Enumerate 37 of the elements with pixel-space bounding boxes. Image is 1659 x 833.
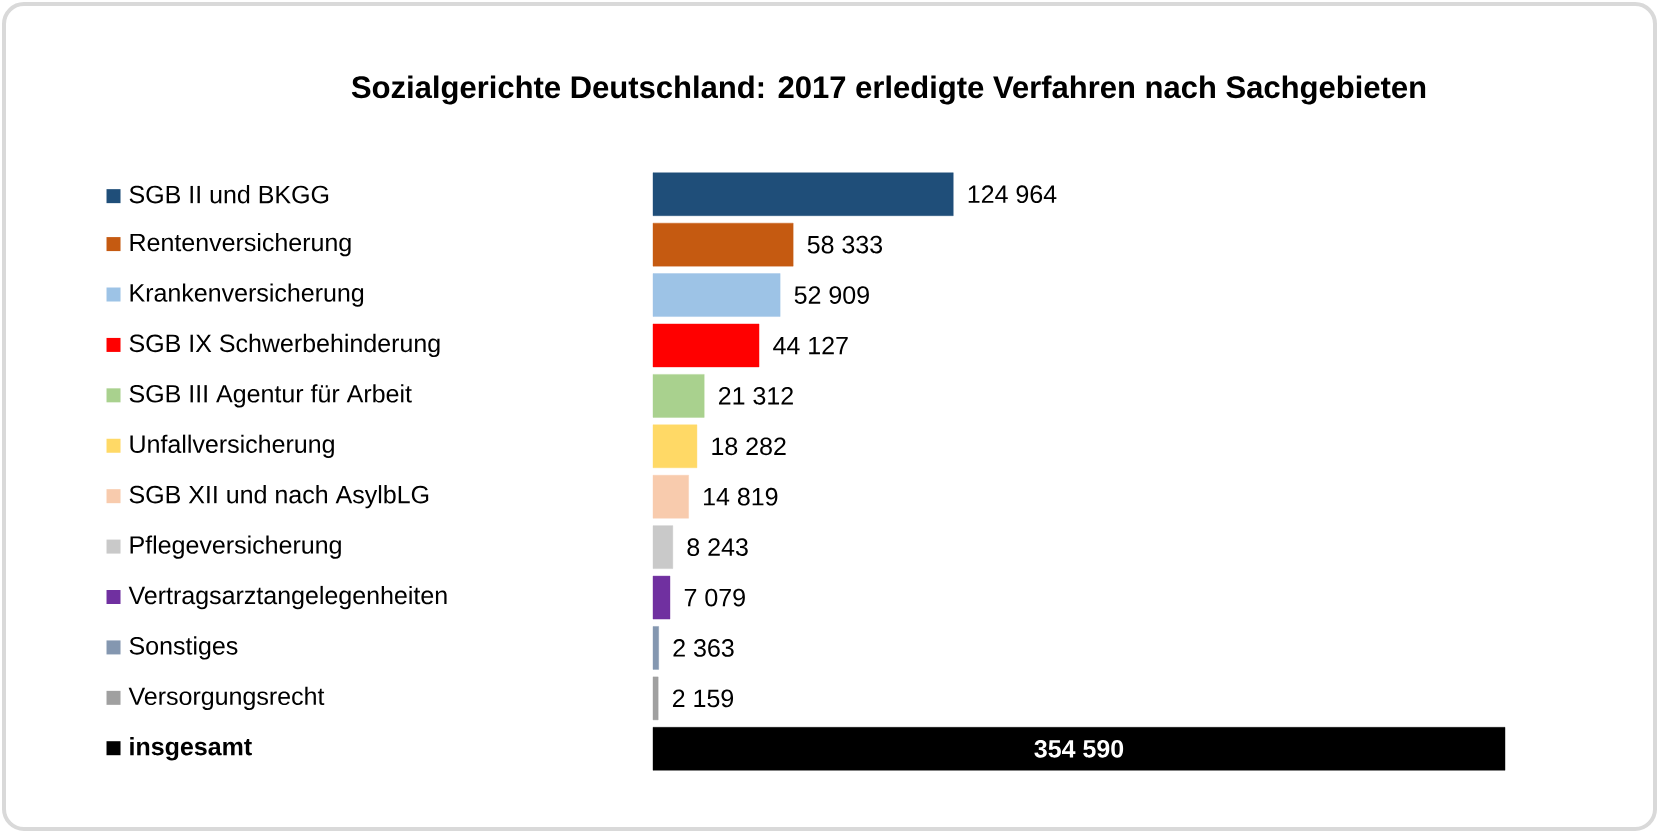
y-tick-label: SGB IX Schwerbehinderung <box>129 333 440 358</box>
y-tick-label: Unfallversicherung <box>130 434 334 458</box>
chart-title: Sozialgerichte Deutschland: 2017 erledigte Verfahren nach Sachgebieten <box>351 75 1426 105</box>
bar <box>652 727 1506 771</box>
bar <box>652 222 794 267</box>
bar <box>652 273 781 317</box>
y-tick-label: SGB III Agentur für Arbeit <box>129 384 412 408</box>
data-label: 8 243 <box>687 538 748 556</box>
data-label: 52 909 <box>794 286 869 304</box>
bar <box>652 575 671 620</box>
data-label: 2 363 <box>673 639 734 657</box>
bar <box>652 475 689 519</box>
bar <box>652 172 954 216</box>
data-label: 21 312 <box>718 387 793 405</box>
y-tick-label: SGB XII und nach AsylbLG <box>129 485 429 509</box>
data-label: 124 964 <box>968 185 1057 204</box>
data-label: 354 590 <box>1034 739 1124 758</box>
y-tick-label: SGB II und BKGG <box>129 185 329 204</box>
data-label: 7 079 <box>684 588 745 607</box>
bar <box>652 626 659 670</box>
data-label: 58 333 <box>807 235 883 254</box>
y-tick-label: Rentenversicherung <box>130 232 351 257</box>
data-label: 18 282 <box>712 437 786 456</box>
bar <box>652 323 760 368</box>
y-tick-label: Versorgungsrecht <box>128 686 325 711</box>
data-label: 2 159 <box>672 689 734 708</box>
bar <box>652 525 674 569</box>
y-tick-label: Krankenversicherung <box>130 283 364 307</box>
bar <box>652 676 659 721</box>
y-tick-label: Pflegeversicherung <box>130 535 341 559</box>
data-label: 14 819 <box>704 487 778 506</box>
data-label: 44 127 <box>773 336 848 355</box>
y-tick-label: Sonstiges <box>129 636 238 660</box>
bar <box>652 374 705 418</box>
y-tick-label: Vertragsarztangelegenheiten <box>128 585 447 610</box>
y-tick-label: insgesamt <box>130 737 252 761</box>
bar <box>652 424 698 468</box>
